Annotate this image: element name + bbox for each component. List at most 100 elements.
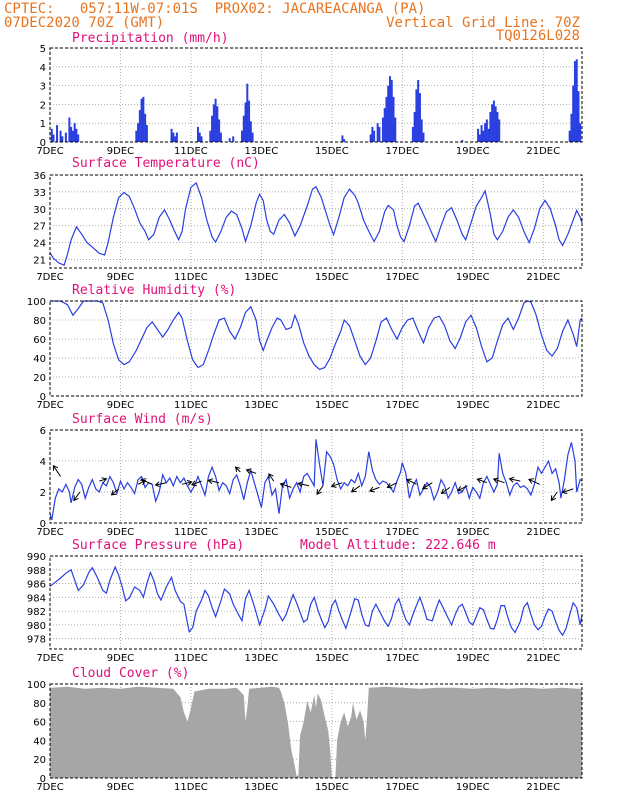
- panel-title-pressure: Surface Pressure (hPa): [72, 538, 244, 553]
- precip-bar: [487, 128, 490, 142]
- y-tick-label: 40: [33, 736, 46, 747]
- panel-frame: [49, 555, 583, 650]
- precip-bar: [373, 130, 376, 142]
- precip-bar: [341, 135, 344, 142]
- x-tick-label: 13DEC: [245, 653, 279, 664]
- wind-vector-arrow: [268, 473, 275, 482]
- wind-vector-arrow: [279, 482, 292, 488]
- header-vertical-grid: Vertical Grid Line: 70Z: [386, 15, 580, 31]
- y-tick-label: 2: [40, 100, 46, 111]
- panel-precip: Precipitation (mm/h) 0 1 2 3 4 5 7DEC 9DEC 11DEC 1…: [36, 31, 583, 157]
- precip-bar: [200, 136, 203, 142]
- y-tick-label: 0: [40, 138, 46, 149]
- x-tick-label: 11DEC: [174, 653, 208, 664]
- y-tick-label: 986: [27, 580, 46, 591]
- precip-bar: [387, 85, 390, 142]
- wind-vector-arrow: [368, 486, 380, 493]
- precip-bar: [212, 104, 215, 142]
- precip-bar: [378, 126, 381, 142]
- y-tick-label: 60: [33, 335, 46, 346]
- precip-bar: [343, 139, 346, 142]
- x-tick-label: 15DEC: [315, 272, 349, 283]
- precip-bar: [570, 113, 573, 142]
- wind-vector-arrow: [191, 480, 202, 487]
- x-tick-label: 13DEC: [245, 146, 279, 157]
- cloud-cover-area: [50, 686, 582, 778]
- wind-vector-arrow: [457, 485, 468, 492]
- precip-bar: [494, 106, 497, 142]
- wind-vector-arrow: [405, 478, 417, 485]
- precip-bar: [484, 123, 487, 142]
- precip-bar: [575, 59, 578, 142]
- x-tick-label: 17DEC: [385, 400, 419, 411]
- precip-bar: [420, 119, 423, 142]
- wind-vector-arrow: [297, 481, 310, 488]
- precip-bar: [75, 128, 78, 142]
- x-tick-label: 17DEC: [385, 272, 419, 283]
- x-tick-label: 19DEC: [456, 272, 490, 283]
- precip-bar: [214, 98, 217, 142]
- y-tick-label: 0: [40, 519, 46, 530]
- wind-vector-arrow: [492, 477, 505, 484]
- precip-bar: [211, 115, 214, 142]
- wind-vector-arrow: [234, 466, 241, 473]
- wind-vector-arrow: [52, 464, 62, 477]
- y-tick-label: 984: [27, 593, 46, 604]
- y-tick-label: 4: [40, 457, 46, 468]
- precip-bar: [422, 132, 425, 142]
- precip-bar: [142, 96, 145, 142]
- precip-bar: [68, 117, 71, 142]
- wind-vector-arrow: [421, 482, 433, 490]
- precip-bar: [56, 125, 59, 142]
- precip-bar: [246, 83, 249, 142]
- y-tick-label: 100: [27, 297, 46, 308]
- wind-vector-arrow: [528, 478, 540, 485]
- precip-bar: [61, 136, 64, 142]
- panel-frame: [49, 174, 583, 269]
- precip-bar: [392, 96, 395, 142]
- x-tick-label: 21DEC: [526, 653, 560, 664]
- x-tick-label: 21DEC: [526, 400, 560, 411]
- precip-bar: [145, 125, 148, 142]
- panel-pressure: Surface Pressure (hPa) Model Altitude: 22…: [27, 538, 583, 664]
- precip-bar: [478, 134, 481, 142]
- precip-bar: [52, 134, 55, 142]
- wind-vector-arrow: [73, 491, 81, 502]
- y-tick-label: 2: [40, 488, 46, 499]
- precip-bar: [73, 123, 76, 142]
- x-tick-label: 17DEC: [385, 653, 419, 664]
- x-tick-label: 11DEC: [174, 527, 208, 538]
- panel-frame: [49, 429, 583, 524]
- y-tick-label: 990: [27, 552, 46, 563]
- precip-bar: [144, 113, 147, 142]
- precip-bar: [248, 100, 251, 142]
- precip-bar: [572, 85, 575, 142]
- header-model-code: TQ0126L028: [496, 28, 580, 44]
- x-tick-label: 19DEC: [456, 782, 490, 793]
- x-tick-label: 9DEC: [107, 782, 134, 793]
- wind-vector-arrow: [140, 478, 153, 485]
- precip-bar: [174, 136, 177, 142]
- precip-bar: [64, 132, 67, 142]
- wind-vector-arrow: [181, 479, 193, 486]
- precip-bar: [77, 134, 80, 142]
- y-tick-label: 6: [40, 426, 46, 437]
- wind-vector-arrow: [207, 478, 220, 485]
- precip-bar: [228, 138, 231, 142]
- precip-bar: [461, 140, 464, 142]
- wind-vector-arrow: [154, 481, 167, 488]
- precip-bar: [371, 126, 374, 142]
- panels-layer: Precipitation (mm/h) 0 1 2 3 4 5 7DEC 9DEC 11DEC 1…: [27, 31, 583, 793]
- wind-vector-arrow: [561, 488, 574, 495]
- x-tick-label: 15DEC: [315, 653, 349, 664]
- panel-rh: Relative Humidity (%) 0 20 40 60 80 100 7DEC 9DE…: [27, 283, 583, 411]
- x-tick-label: 17DEC: [385, 146, 419, 157]
- precip-bar: [413, 111, 416, 142]
- x-tick-label: 17DEC: [385, 782, 419, 793]
- x-tick-label: 21DEC: [526, 527, 560, 538]
- panel-cloud: Cloud Cover (%) 0 20 40 60 80 100 7DEC 9DEC 11DEC…: [27, 666, 583, 793]
- wind-vector-arrow: [550, 491, 558, 502]
- precip-bar: [170, 128, 173, 142]
